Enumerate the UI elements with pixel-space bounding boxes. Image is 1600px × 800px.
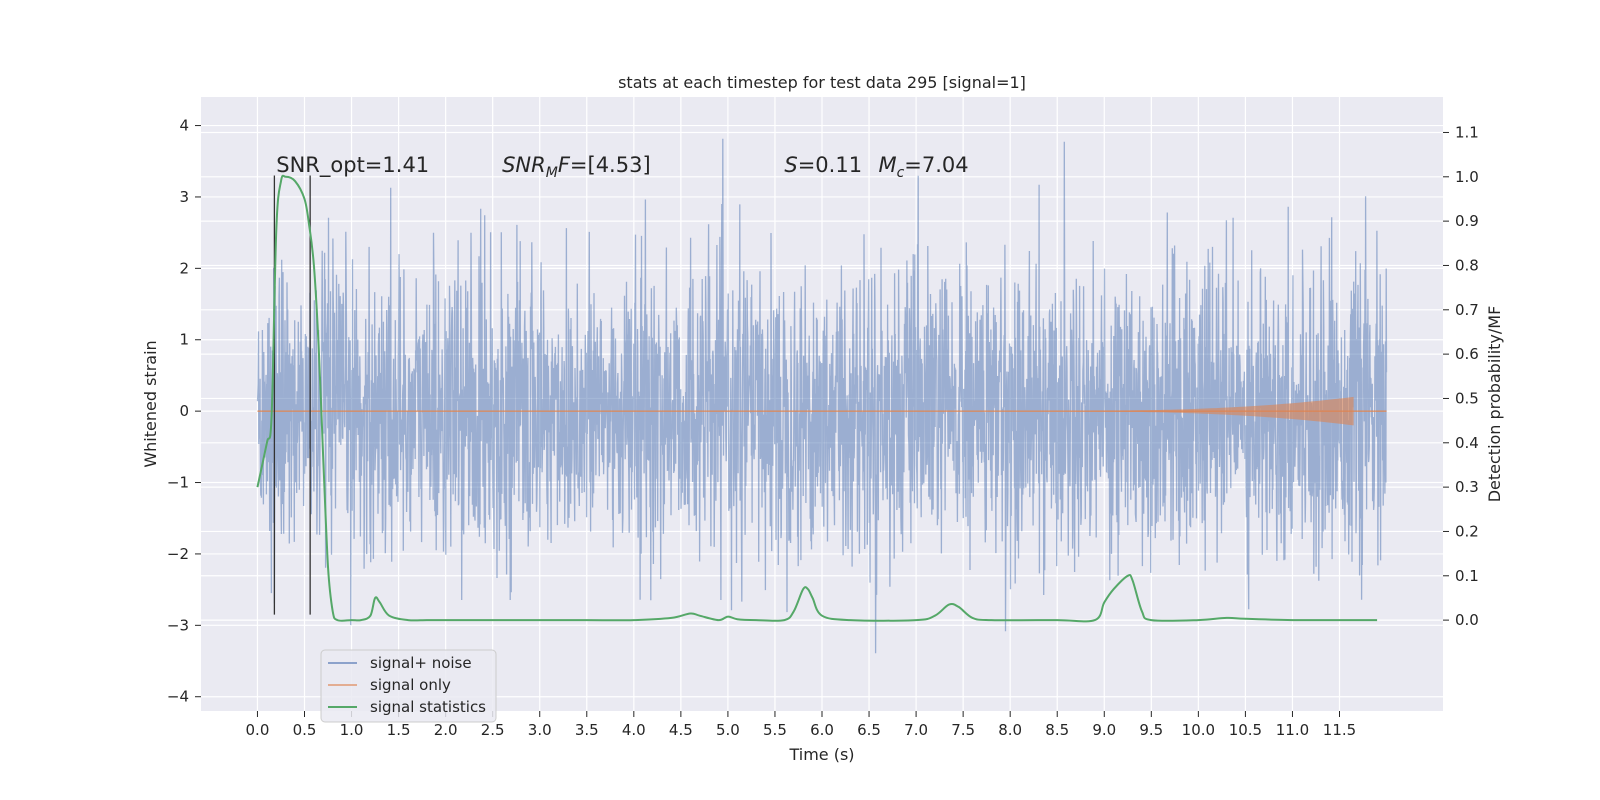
x-tick-label-12: 6.0 — [810, 721, 834, 739]
y-right-tick-label-11: 1.1 — [1455, 123, 1479, 141]
x-tick-label-20: 10.0 — [1182, 721, 1215, 739]
y-right-tick-label-7: 0.7 — [1455, 301, 1479, 319]
y-left-tick-label-8: 4 — [179, 117, 189, 135]
y-right-tick-label-9: 0.9 — [1455, 212, 1479, 230]
chart-title: stats at each timestep for test data 295… — [618, 73, 1026, 92]
y-left-tick-label-0: −4 — [167, 688, 189, 706]
x-tick-label-7: 3.5 — [575, 721, 599, 739]
annotations: SNR_opt=1.41 SNRMF=[4.53] S=0.11 Mc=7.04 — [276, 153, 968, 181]
x-tick-label-0: 0.0 — [246, 721, 270, 739]
legend-label-signal: signal only — [370, 676, 451, 694]
x-tick-label-18: 9.0 — [1092, 721, 1116, 739]
vertical-markers — [273, 175, 311, 615]
x-axis-label: Time (s) — [788, 745, 854, 764]
x-tick-label-22: 11.0 — [1276, 721, 1309, 739]
y-right-tick-label-5: 0.5 — [1455, 389, 1479, 407]
x-tick-label-15: 7.5 — [951, 721, 975, 739]
y-left-tick-label-2: −2 — [167, 545, 189, 563]
y-axis-label-right: Detection probability/MF — [1485, 306, 1504, 503]
signal-noise-series — [256, 138, 1388, 654]
signal-only-chirp — [1010, 396, 1354, 426]
y-left-tick-label-5: 1 — [179, 331, 189, 349]
right-axis: 0.0 0.1 0.2 0.3 0.4 0.5 0.6 0.7 0.8 0.9 1.0 1.1 — [1443, 123, 1479, 629]
x-tick-label-11: 5.5 — [763, 721, 787, 739]
x-tick-label-14: 7.0 — [904, 721, 928, 739]
x-tick-label-10: 5.0 — [716, 721, 740, 739]
legend-label-noise: signal+ noise — [370, 654, 472, 672]
y-left-tick-label-3: −1 — [167, 474, 189, 492]
x-tick-label-2: 1.0 — [340, 721, 364, 739]
y-right-tick-label-10: 1.0 — [1455, 168, 1479, 186]
y-left-tick-label-1: −3 — [167, 616, 189, 634]
annotation-3: Mc=7.04 — [878, 153, 968, 181]
x-tick-label-4: 2.0 — [434, 721, 458, 739]
x-tick-label-17: 8.5 — [1045, 721, 1069, 739]
y-left-tick-label-7: 3 — [179, 188, 189, 206]
signal-noise-line — [256, 138, 1388, 654]
x-tick-label-21: 10.5 — [1229, 721, 1262, 739]
x-tick-label-13: 6.5 — [857, 721, 881, 739]
x-tick-label-5: 2.5 — [481, 721, 505, 739]
x-tick-label-23: 11.5 — [1323, 721, 1356, 739]
legend-label-stats: signal statistics — [370, 698, 486, 716]
x-tick-label-19: 9.5 — [1139, 721, 1163, 739]
y-right-tick-label-3: 0.3 — [1455, 478, 1479, 496]
signal-statistics-line — [256, 174, 1378, 623]
x-tick-label-8: 4.0 — [622, 721, 646, 739]
x-tick-label-3: 1.5 — [387, 721, 411, 739]
legend: signal+ noise signal only signal statist… — [320, 649, 497, 723]
x-tick-label-6: 3.0 — [528, 721, 552, 739]
legend-box — [320, 649, 497, 723]
annotation-0: SNR_opt=1.41 — [276, 153, 429, 178]
y-left-tick-label-6: 2 — [179, 259, 189, 277]
y-right-tick-label-2: 0.2 — [1455, 522, 1479, 540]
y-axis-label-left: Whitened strain — [141, 340, 160, 467]
y-right-tick-label-4: 0.4 — [1455, 434, 1479, 452]
y-right-tick-label-8: 0.8 — [1455, 256, 1479, 274]
y-right-tick-label-0: 0.0 — [1455, 611, 1479, 629]
signal-only-series — [257, 396, 1387, 426]
annotation-1: SNRMF=[4.53] — [502, 153, 651, 181]
x-tick-label-9: 4.5 — [669, 721, 693, 739]
annotation-2: S=0.11 — [784, 153, 862, 177]
signal-statistics-series — [256, 174, 1378, 623]
y-left-tick-label-4: 0 — [179, 402, 189, 420]
x-tick-label-1: 0.5 — [293, 721, 317, 739]
y-right-tick-label-6: 0.6 — [1455, 345, 1479, 363]
left-axis: −4 −3 −2 −1 0 1 2 3 4 — [167, 117, 201, 706]
x-tick-label-16: 8.0 — [998, 721, 1022, 739]
y-right-tick-label-1: 0.1 — [1455, 567, 1479, 585]
x-axis: 0.0 0.5 1.0 1.5 2.0 2.5 3.0 3.5 4.0 4.5 5.0 5.5 6.0 6… — [246, 711, 1356, 739]
